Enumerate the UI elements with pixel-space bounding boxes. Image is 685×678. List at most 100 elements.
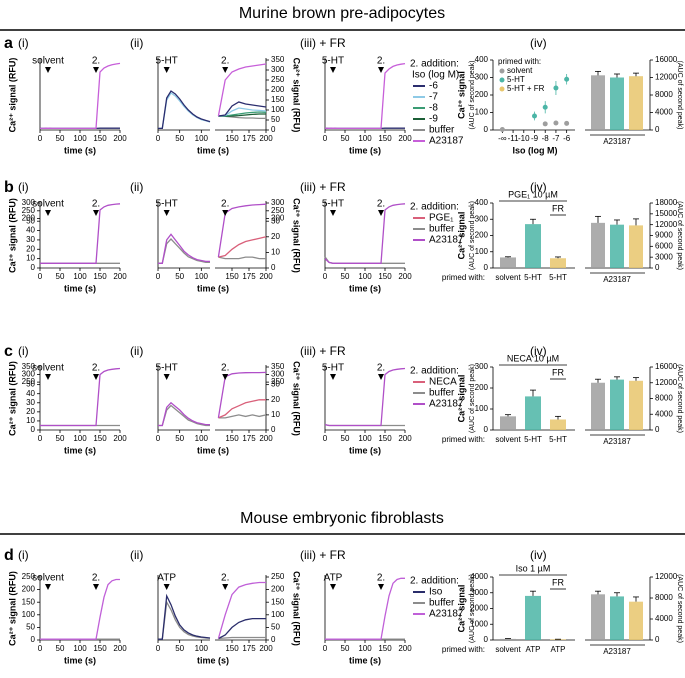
y-tick-label: 400 (475, 55, 489, 64)
panel-label: (iii) + FR (300, 548, 346, 562)
y-tick-label: 30 (26, 398, 35, 407)
event-arrow (330, 584, 336, 590)
y-tick-label: 200 (22, 585, 36, 594)
y2-tick-label: 4000 (655, 409, 673, 418)
panel-label: (iv) (530, 548, 547, 562)
y-tick-label: 250 (22, 206, 36, 215)
y2-tick-label: 12000 (655, 220, 678, 229)
y2-tick-label: 0 (655, 425, 660, 434)
panel-label: (iv) (530, 36, 547, 50)
y2-tick-label: 8000 (655, 394, 673, 403)
event-label: 5-HT (322, 363, 344, 374)
y-tick-label: 150 (22, 597, 36, 606)
legend-label: A23187 (429, 609, 464, 620)
y-axis-label: Ca²⁺ signal (RFU) (7, 198, 17, 273)
trace (158, 593, 211, 640)
y-axis-label: Ca²⁺ signal (RFU) (7, 571, 17, 646)
y-axis-label: Ca²⁺ signal (RFU) (7, 361, 17, 436)
y-tick-label: 30 (271, 216, 280, 225)
event-arrow (93, 67, 99, 73)
event-arrow (45, 67, 51, 73)
y-tick-label: 200 (271, 85, 285, 94)
y-tick-label: 10 (26, 416, 35, 425)
bar (629, 76, 643, 130)
y2-tick-label: 18000 (655, 198, 678, 207)
x-tick-label: 0 (38, 134, 43, 143)
event-arrow (222, 374, 229, 380)
event-arrow (222, 584, 229, 590)
y-axis-unit: (AUC of second peak) (469, 61, 476, 130)
event-arrow (45, 210, 51, 216)
row-label: d (4, 547, 14, 564)
trace (324, 256, 405, 264)
x-tick-label: 200 (259, 134, 273, 143)
event-label: 5-HT (322, 199, 344, 210)
fr-label: FR (552, 367, 564, 377)
y-tick-label: 200 (475, 383, 489, 392)
treatment-label: NECA 10 µM (507, 353, 559, 363)
legend-label: -9 (429, 114, 438, 125)
y-tick-label: 10 (271, 410, 280, 419)
legend-label: buffer (429, 388, 455, 399)
x-axis-label: time (s) (197, 283, 229, 293)
trace (218, 414, 267, 419)
x-tick-label: solvent (495, 273, 521, 282)
trace (158, 92, 211, 130)
x-tick-label: 0 (323, 644, 328, 653)
event-label: 2. (221, 199, 229, 210)
event-label: 2. (377, 573, 385, 584)
panel-label: (iii) + FR (300, 344, 346, 358)
x-tick-label: 50 (341, 434, 350, 443)
x-tick-label: 100 (358, 434, 372, 443)
y-tick-label: 200 (271, 585, 285, 594)
panel-label: (ii) (130, 180, 143, 194)
bar (610, 596, 624, 640)
x-tick-label: -10 (518, 134, 530, 143)
x-axis-label: time (s) (197, 445, 229, 455)
panel-label: (ii) (130, 36, 143, 50)
x-tick-label: 50 (341, 644, 350, 653)
event-arrow (93, 374, 99, 380)
bar (525, 396, 541, 430)
x-tick-label: 200 (259, 644, 273, 653)
y-tick-label: 100 (22, 610, 36, 619)
y2-axis-label: (AUC of second peak) (676, 201, 683, 270)
fr-label: FR (552, 577, 564, 587)
x-tick-label: 200 (113, 434, 127, 443)
y-tick-label: 0 (31, 263, 36, 272)
x-tick-label: 175 (242, 272, 256, 281)
y-tick-label: 20 (26, 407, 35, 416)
y-tick-label: 300 (271, 65, 285, 74)
x-tick-label: solvent (495, 645, 521, 654)
legend-label: A23187 (429, 136, 464, 147)
event-arrow (45, 584, 51, 590)
x-tick-label: 50 (56, 134, 65, 143)
x-tick-label: -11 (508, 134, 520, 143)
panel-label: (i) (18, 344, 29, 358)
x-tick-label: 5-HT (549, 435, 567, 444)
event-label: 5-HT (156, 56, 178, 67)
x-tick-label: 50 (56, 272, 65, 281)
point (553, 120, 559, 126)
y-tick-label: 300 (271, 198, 285, 207)
legend-label: solvent (507, 66, 533, 75)
y-tick-label: 50 (271, 623, 280, 632)
trace (40, 62, 121, 130)
trace (218, 236, 267, 258)
trace (218, 107, 267, 117)
y-tick-label: 1000 (470, 619, 488, 628)
group-label: A23187 (603, 437, 631, 446)
treatment-label: Iso 1 µM (516, 563, 551, 573)
event-arrow (163, 584, 170, 590)
x-tick-label: 100 (73, 134, 87, 143)
y-tick-label: 30 (271, 380, 280, 389)
y-tick-label: 10 (26, 254, 35, 263)
y-tick-label: 100 (475, 247, 489, 256)
event-label: solvent (32, 363, 64, 374)
y-tick-label: 150 (271, 597, 285, 606)
x-tick-label: 50 (56, 434, 65, 443)
y-tick-label: 100 (475, 404, 489, 413)
x-tick-label: 150 (93, 134, 107, 143)
legend-label: NECA (429, 377, 457, 388)
event-label: 2. (377, 199, 385, 210)
